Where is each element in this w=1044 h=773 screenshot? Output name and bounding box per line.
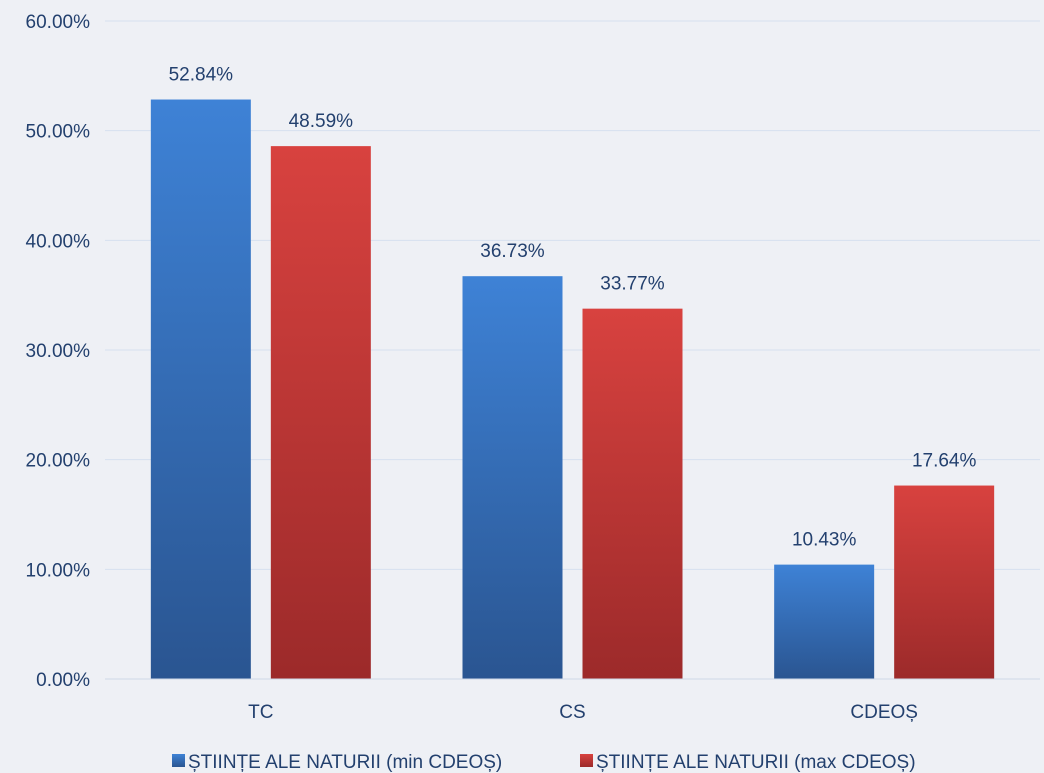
data-label: 17.64% [912,451,977,472]
legend: ȘTIINȚE ALE NATURII (min CDEOȘ) ȘTIINȚE A… [172,752,916,773]
data-label: 48.59% [289,111,354,132]
bar-min-0 [150,99,251,679]
legend-label: ȘTIINȚE ALE NATURII (min CDEOȘ) [188,752,502,773]
bar-max-0 [270,146,371,680]
legend-swatch [172,754,185,767]
y-tick-label: 40.00% [26,231,91,252]
data-label: 10.43% [792,530,857,551]
y-tick-label: 30.00% [26,341,91,362]
y-axis: 0.00% 10.00% 20.00% 30.00% 40.00% 50.00% 60.00… [26,12,91,691]
bar-max-2 [894,485,995,679]
data-label: 36.73% [480,241,545,262]
x-axis: TC CS CDEOȘ [105,678,1040,723]
legend-swatch [580,754,593,767]
y-tick-label: 50.00% [26,122,91,143]
x-tick-label: CDEOȘ [850,702,918,723]
bar-min-1 [462,276,563,679]
bar-min-2 [774,564,875,679]
legend-label: ȘTIINȚE ALE NATURII (max CDEOȘ) [596,752,916,773]
data-label: 52.84% [169,65,234,86]
data-label: 33.77% [600,274,665,295]
gridlines [105,20,1040,680]
bar-max-1 [582,308,683,679]
y-tick-label: 60.00% [26,12,91,33]
y-tick-label: 10.00% [26,560,91,581]
x-tick-label: TC [248,702,273,723]
y-tick-label: 20.00% [26,451,91,472]
data-labels: 52.84% 48.59% 36.73% 33.77% 10.43% 17.64% [169,65,977,551]
x-tick-label: CS [559,702,585,723]
y-tick-label: 0.00% [36,670,90,691]
bars [150,99,995,680]
